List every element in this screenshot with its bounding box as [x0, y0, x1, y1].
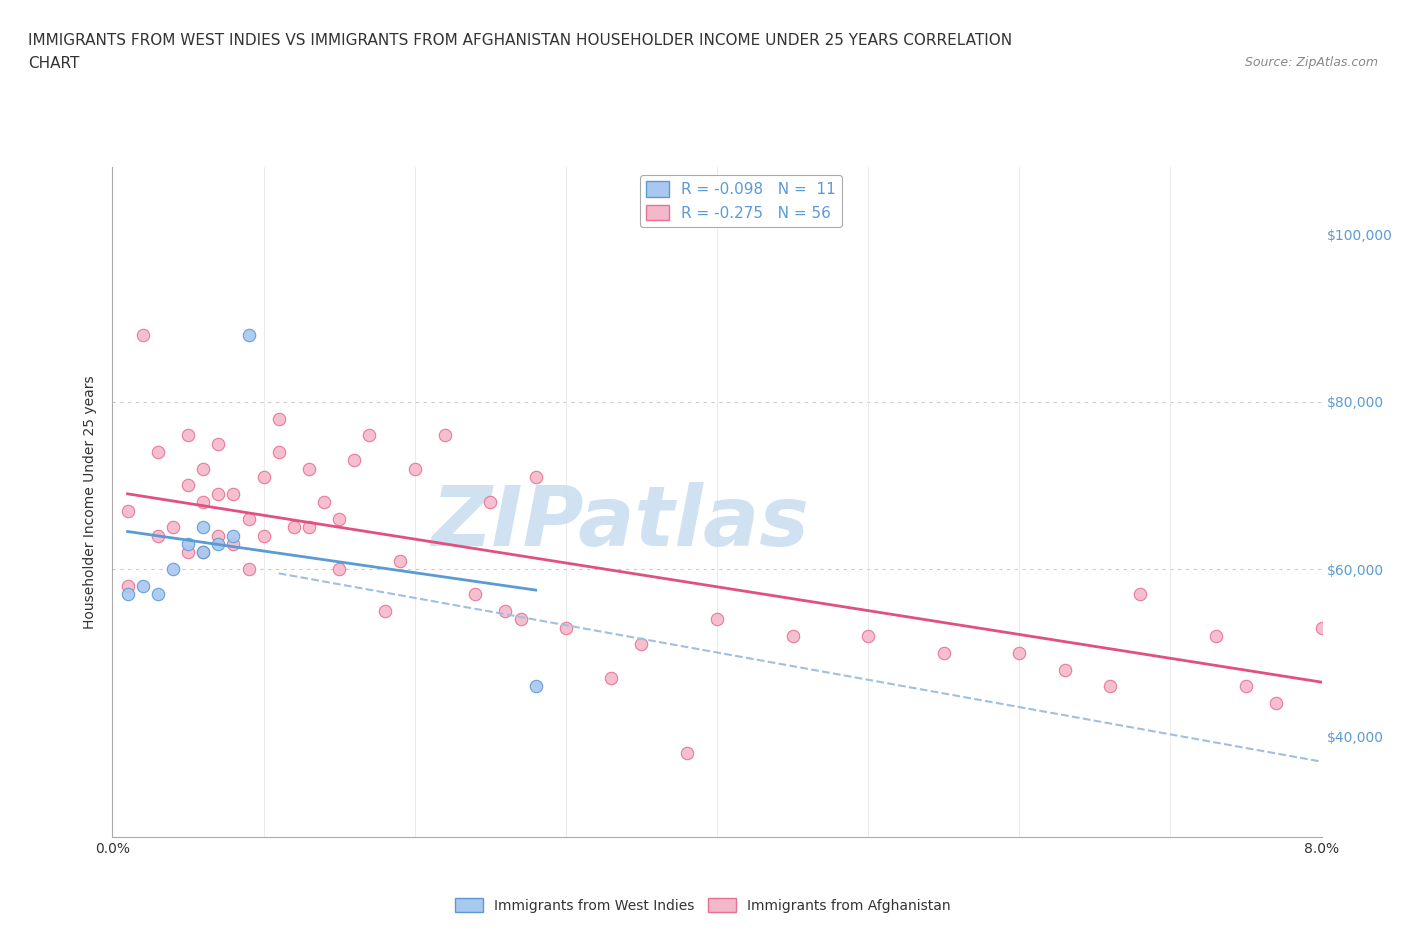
Point — [162, 562, 184, 577]
Point — [117, 587, 139, 602]
Point — [207, 486, 229, 501]
Point — [267, 411, 290, 426]
Point — [388, 553, 411, 568]
Point — [495, 604, 517, 618]
Point — [706, 612, 728, 627]
Point — [328, 562, 350, 577]
Point — [1098, 679, 1121, 694]
Point — [1265, 696, 1288, 711]
Point — [524, 470, 547, 485]
Point — [298, 520, 321, 535]
Point — [675, 746, 697, 761]
Point — [856, 629, 880, 644]
Point — [312, 495, 335, 510]
Text: ZIPatlas: ZIPatlas — [432, 482, 810, 563]
Point — [191, 461, 215, 476]
Point — [1310, 620, 1333, 635]
Point — [509, 612, 531, 627]
Point — [298, 461, 321, 476]
Point — [222, 528, 245, 543]
Point — [479, 495, 502, 510]
Point — [253, 528, 276, 543]
Point — [117, 503, 139, 518]
Point — [328, 512, 350, 526]
Point — [267, 445, 290, 459]
Point — [404, 461, 426, 476]
Text: Source: ZipAtlas.com: Source: ZipAtlas.com — [1244, 56, 1378, 69]
Point — [630, 637, 652, 652]
Point — [222, 537, 245, 551]
Point — [1234, 679, 1257, 694]
Point — [177, 478, 200, 493]
Point — [554, 620, 576, 635]
Point — [177, 545, 200, 560]
Point — [253, 470, 276, 485]
Point — [433, 428, 456, 443]
Point — [238, 512, 260, 526]
Point — [464, 587, 486, 602]
Point — [177, 428, 200, 443]
Point — [132, 327, 155, 342]
Text: CHART: CHART — [28, 56, 80, 71]
Point — [207, 537, 229, 551]
Legend: Immigrants from West Indies, Immigrants from Afghanistan: Immigrants from West Indies, Immigrants … — [450, 893, 956, 919]
Point — [207, 528, 229, 543]
Point — [373, 604, 396, 618]
Point — [238, 327, 260, 342]
Point — [146, 528, 169, 543]
Point — [162, 520, 184, 535]
Point — [932, 645, 955, 660]
Point — [524, 679, 547, 694]
Point — [132, 578, 155, 593]
Point — [1129, 587, 1152, 602]
Legend: R = -0.098   N =  11, R = -0.275   N = 56: R = -0.098 N = 11, R = -0.275 N = 56 — [640, 175, 842, 227]
Point — [283, 520, 305, 535]
Point — [191, 545, 215, 560]
Point — [343, 453, 366, 468]
Point — [222, 486, 245, 501]
Point — [146, 445, 169, 459]
Point — [207, 436, 229, 451]
Point — [191, 520, 215, 535]
Point — [238, 562, 260, 577]
Point — [177, 537, 200, 551]
Point — [600, 671, 623, 685]
Point — [359, 428, 381, 443]
Point — [191, 495, 215, 510]
Point — [1205, 629, 1227, 644]
Point — [146, 587, 169, 602]
Text: IMMIGRANTS FROM WEST INDIES VS IMMIGRANTS FROM AFGHANISTAN HOUSEHOLDER INCOME UN: IMMIGRANTS FROM WEST INDIES VS IMMIGRANT… — [28, 33, 1012, 47]
Point — [117, 578, 139, 593]
Point — [191, 545, 215, 560]
Point — [782, 629, 804, 644]
Y-axis label: Householder Income Under 25 years: Householder Income Under 25 years — [83, 376, 97, 629]
Point — [1053, 662, 1076, 677]
Point — [1008, 645, 1031, 660]
